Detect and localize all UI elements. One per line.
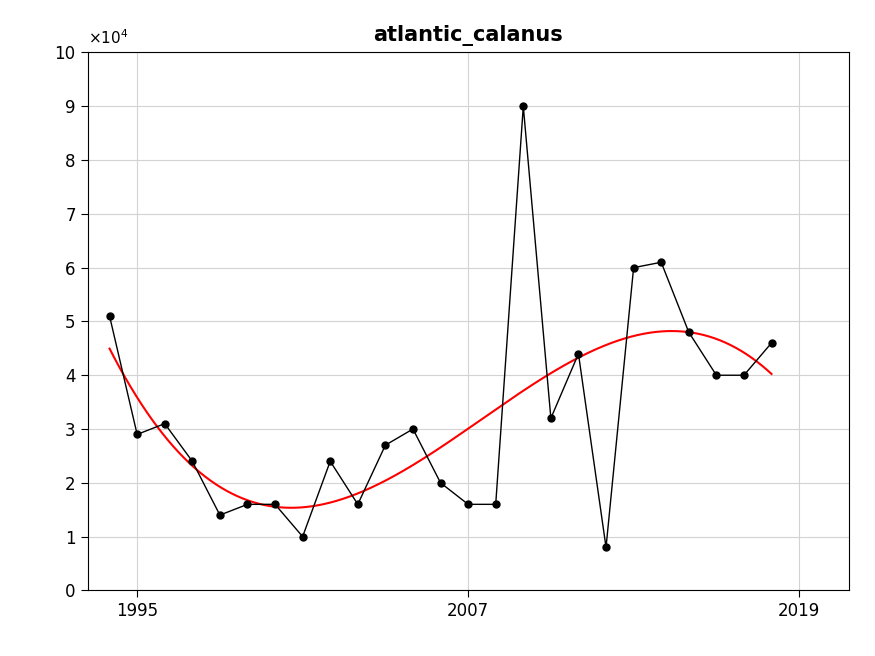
Text: $\times10^4$: $\times10^4$ (88, 28, 128, 47)
Title: atlantic_calanus: atlantic_calanus (374, 26, 563, 47)
